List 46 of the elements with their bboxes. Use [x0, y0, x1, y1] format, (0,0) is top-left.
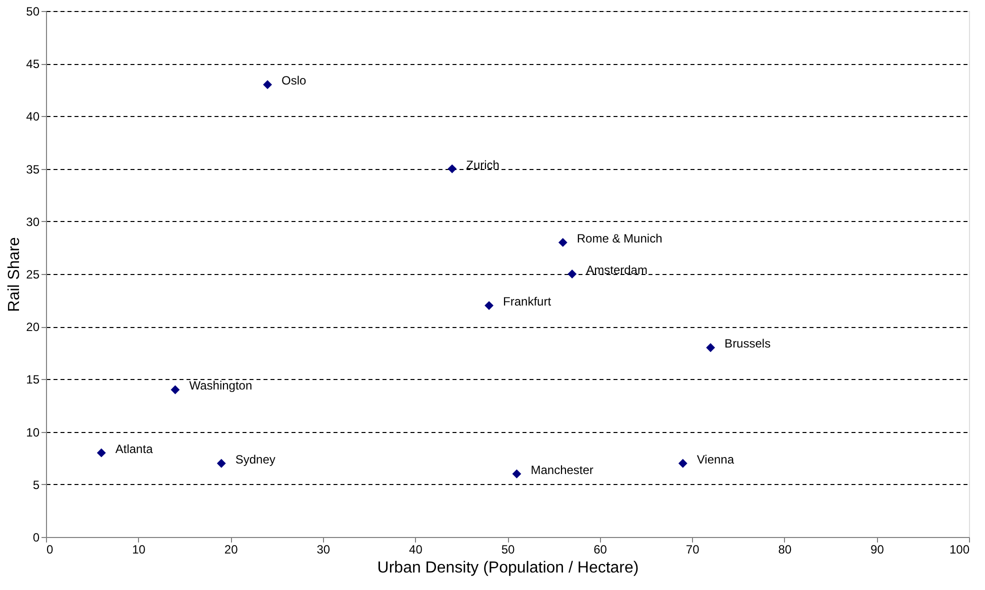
- point: [448, 164, 457, 174]
- y-tick-label: 5: [32, 478, 40, 492]
- annotation: Brussels: [724, 336, 771, 351]
- y-tick-label: 35: [26, 162, 40, 176]
- y-tick-label: 15: [26, 372, 40, 387]
- y-tick-label: 20: [26, 320, 40, 334]
- x-tick-label: 30: [316, 542, 330, 556]
- annotation: Atlanta: [115, 442, 154, 456]
- point: [706, 343, 716, 352]
- point: [170, 385, 180, 394]
- y-tick-label: 50: [26, 4, 40, 18]
- x-tick-label: 10: [132, 542, 146, 556]
- y-tick-label: 25: [26, 268, 40, 282]
- point: [216, 458, 226, 468]
- annotation: Manchester: [530, 462, 594, 477]
- y-tick-label: 40: [26, 110, 40, 124]
- annotation: Rome & Munich: [576, 231, 662, 246]
- point: [263, 80, 272, 90]
- annotation: Vienna: [696, 452, 734, 466]
- annotation: Zurich: [466, 158, 500, 172]
- y-tick-label: 10: [26, 425, 40, 440]
- y-tick-label: 45: [26, 57, 40, 72]
- y-axis-title: Rail Share: [6, 237, 24, 312]
- x-tick-label: 0: [46, 542, 54, 556]
- y-tick-label: 30: [26, 214, 40, 229]
- annotation: Washington: [189, 378, 252, 393]
- y-tick-label: 0: [32, 530, 40, 544]
- point: [678, 458, 688, 468]
- x-axis-title: Urban Density (Population / Hectare): [377, 560, 639, 576]
- point: [484, 301, 494, 310]
- x-tick-label: 80: [778, 542, 792, 556]
- x-tick-label: 60: [594, 542, 608, 556]
- point: [558, 238, 568, 247]
- point: [512, 469, 522, 478]
- annotation: Amsterdam: [586, 263, 648, 277]
- point: [568, 270, 577, 278]
- annotation: Sydney: [235, 452, 276, 466]
- x-tick-label: 20: [224, 542, 238, 556]
- x-tick-label: 90: [870, 542, 884, 556]
- point: [96, 448, 106, 458]
- x-tick-label: 50: [501, 542, 515, 556]
- x-tick-label: 40: [409, 542, 423, 556]
- x-tick-label: 100: [949, 542, 970, 556]
- x-tick-label: 70: [686, 542, 700, 556]
- annotation: Oslo: [282, 74, 307, 88]
- annotation: Frankfurt: [503, 294, 552, 309]
